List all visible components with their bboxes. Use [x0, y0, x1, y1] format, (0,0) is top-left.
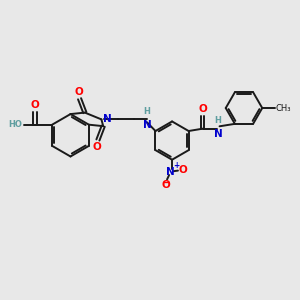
Text: O: O — [75, 87, 83, 97]
Text: O: O — [179, 165, 188, 175]
Text: O: O — [31, 100, 39, 110]
Text: O: O — [198, 104, 207, 114]
Text: −: − — [162, 178, 170, 188]
Text: O: O — [93, 142, 102, 152]
Text: O: O — [161, 180, 170, 190]
Text: N: N — [214, 129, 223, 139]
Text: H: H — [214, 116, 221, 125]
Text: N: N — [166, 167, 175, 177]
Text: N: N — [103, 114, 112, 124]
Text: H: H — [144, 107, 151, 116]
Text: N: N — [143, 120, 152, 130]
Text: HO: HO — [8, 120, 22, 129]
Text: CH₃: CH₃ — [275, 103, 291, 112]
Text: +: + — [173, 161, 180, 170]
